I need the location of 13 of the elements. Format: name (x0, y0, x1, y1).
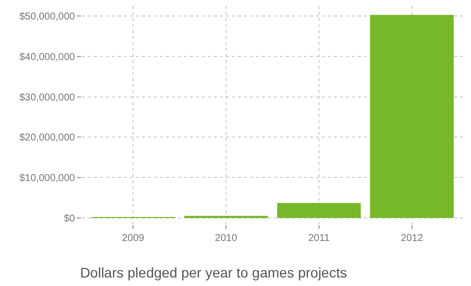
bar (370, 14, 454, 218)
x-tick-label: 2010 (214, 233, 238, 244)
y-tick-label: $10,000,000 (19, 173, 76, 184)
y-tick-label: $50,000,000 (19, 12, 76, 23)
y-tick-label: $20,000,000 (19, 132, 76, 144)
x-tick-label: 2012 (400, 233, 424, 244)
y-tick-label: $30,000,000 (19, 92, 76, 104)
bar (277, 203, 361, 218)
x-tick-label: 2009 (122, 233, 145, 244)
text: Dollars pledged per year to games projects (80, 264, 347, 280)
y-tick-label: $0 (64, 213, 76, 224)
y-tick-label: $40,000,000 (19, 52, 76, 63)
x-tick-label: 2011 (308, 233, 330, 244)
